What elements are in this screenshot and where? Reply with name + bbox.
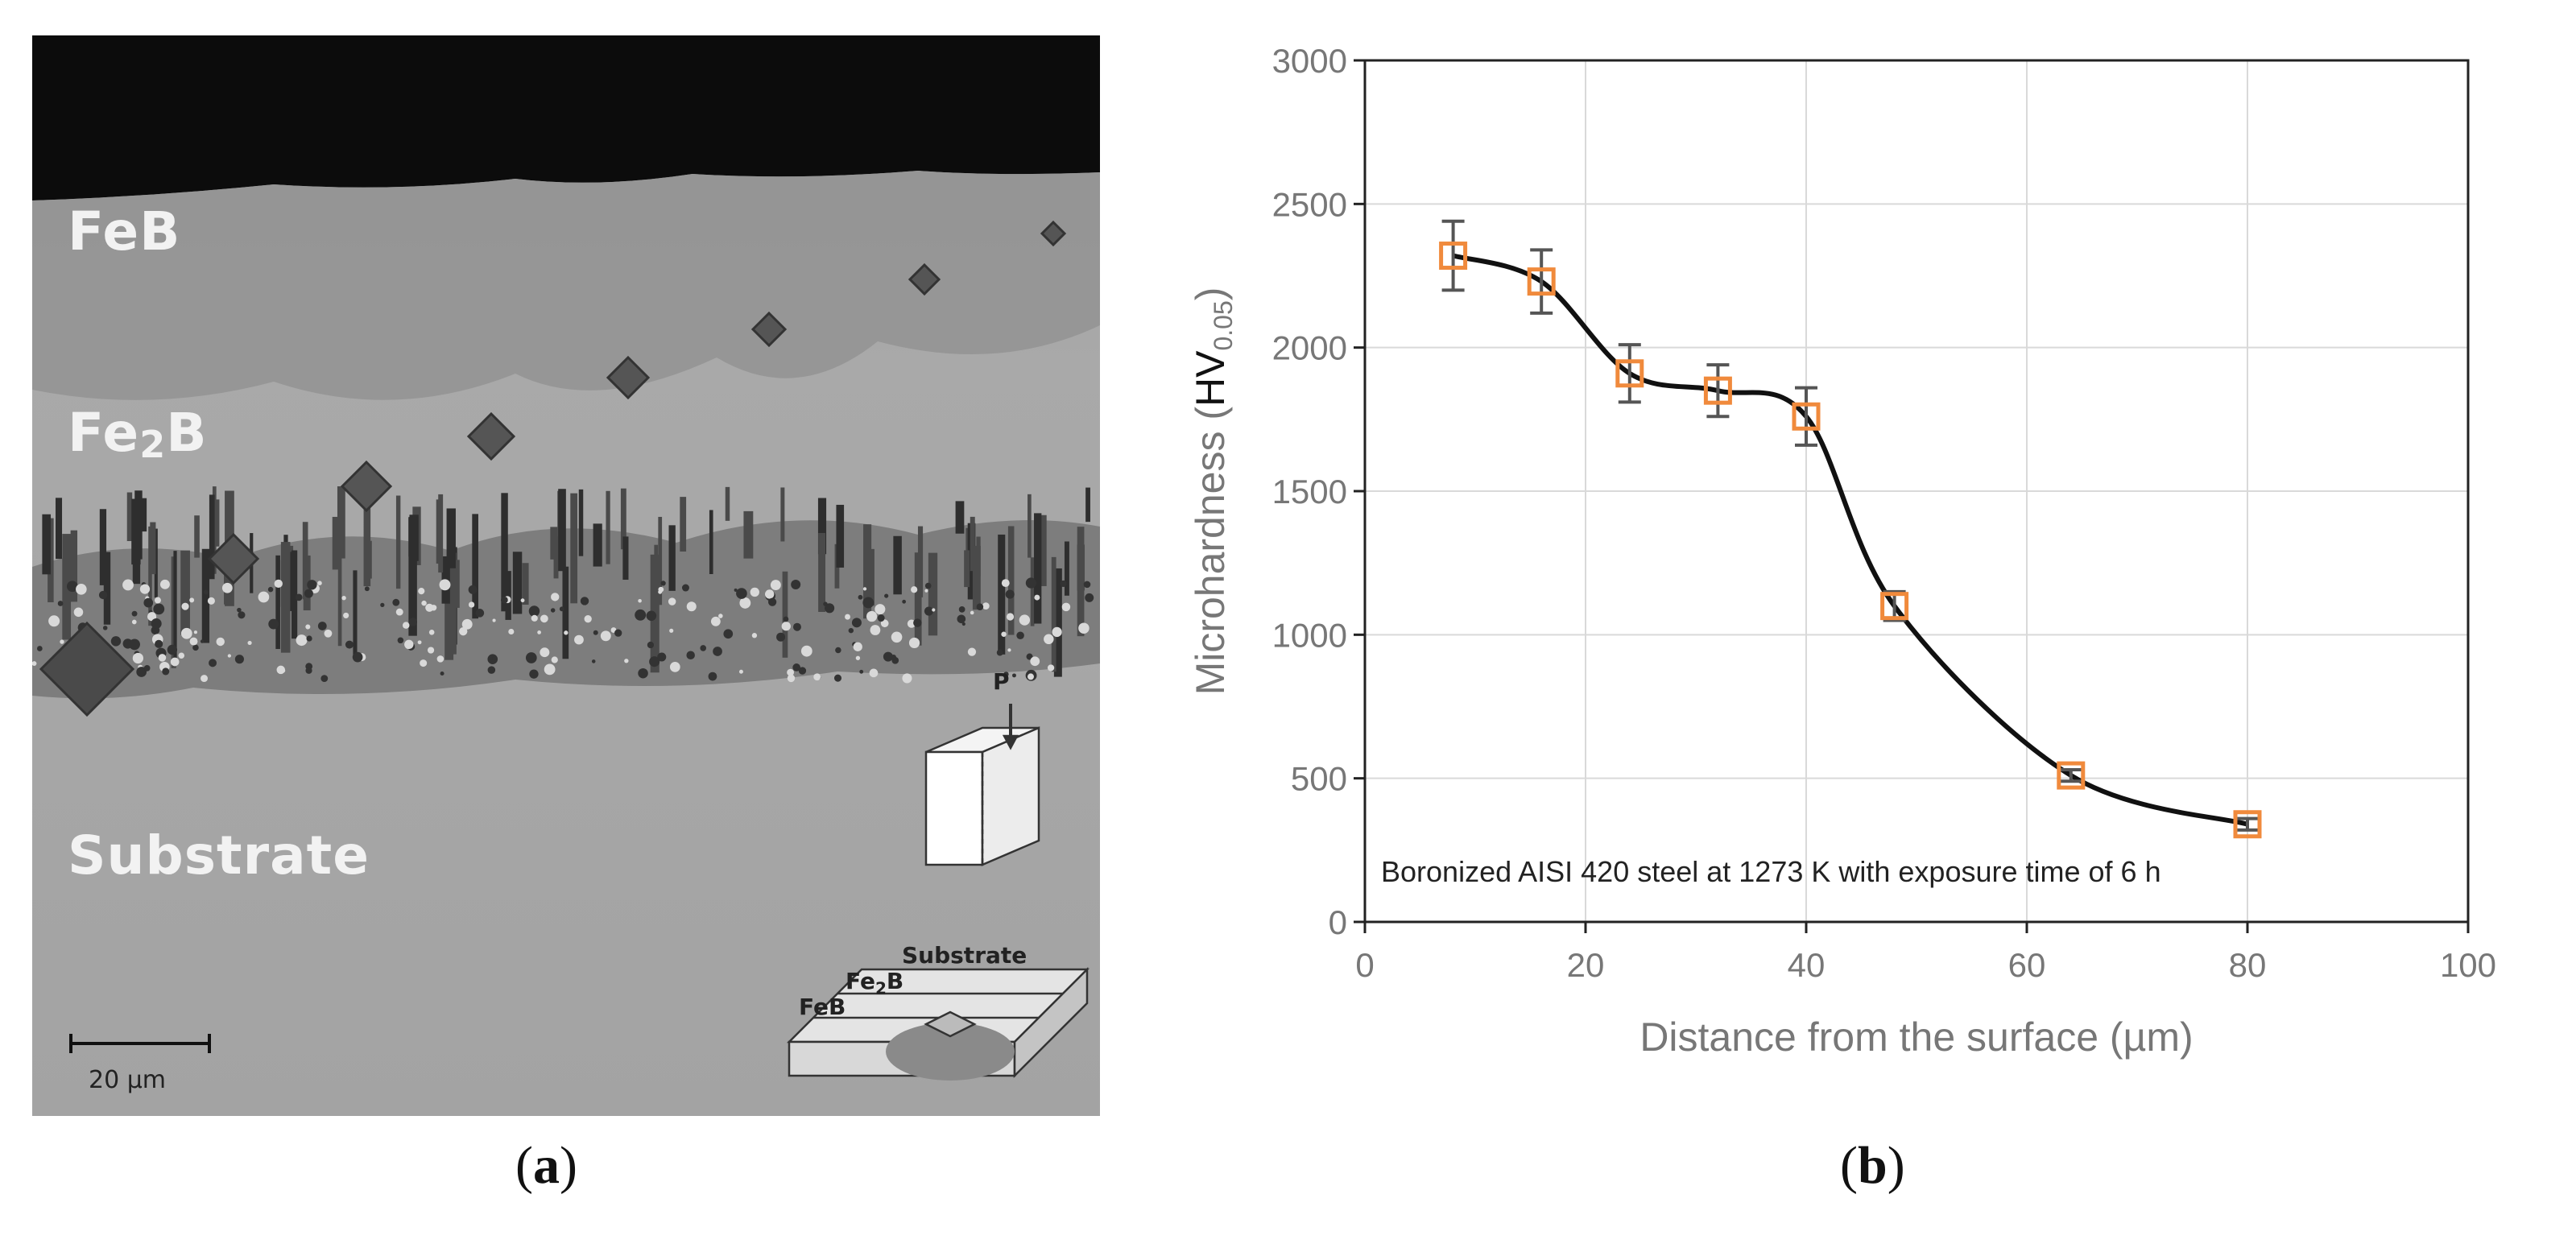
data-point xyxy=(1615,359,1644,388)
error-bar xyxy=(2059,767,2082,783)
diagram-fe2b-label: Fe2B xyxy=(846,968,904,998)
x-tick-labels: 0 20 40 60 80 100 xyxy=(1355,946,2496,984)
y-tick-label: 1500 xyxy=(1272,473,1347,510)
caption-b: (b) xyxy=(1840,1136,1905,1195)
chart-grid xyxy=(1364,60,2469,923)
x-tick-label: 80 xyxy=(2229,946,2267,984)
x-axis-title: Distance from the surface (µm) xyxy=(1639,1015,2193,1060)
data-point xyxy=(2233,810,2262,839)
data-point xyxy=(1703,376,1732,405)
y-tick-label: 3000 xyxy=(1272,42,1347,80)
indent-6 xyxy=(340,460,393,513)
x-tick-label: 40 xyxy=(1788,946,1826,984)
indent-1 xyxy=(1040,220,1067,247)
y-tick-label: 2000 xyxy=(1272,329,1347,367)
error-bar xyxy=(1795,386,1817,447)
data-point xyxy=(1527,267,1556,296)
error-bar xyxy=(1530,248,1553,315)
x-tick-label: 20 xyxy=(1567,946,1605,984)
caption-a: (a) xyxy=(515,1136,577,1195)
diagram-load-label: P xyxy=(993,668,1010,695)
y-tick-labels: 0 500 1000 1500 2000 2500 3000 xyxy=(1272,42,1347,941)
y-tick-label: 0 xyxy=(1329,903,1347,941)
scale-bar xyxy=(69,1034,211,1053)
mounting-resin xyxy=(32,35,1100,200)
error-bar xyxy=(1706,363,1730,419)
substrate-label: Substrate xyxy=(68,824,370,886)
error-bar xyxy=(2236,816,2259,832)
y-axis-title: Microhardness (HV0.05) xyxy=(1188,287,1238,696)
diagram-substrate-label: Substrate xyxy=(902,942,1028,969)
indent-8 xyxy=(39,621,135,717)
y-tick-label: 2500 xyxy=(1272,185,1347,223)
error-bar xyxy=(1618,343,1641,404)
indentation-schematic xyxy=(786,704,1090,1081)
diagram-feb-label: FeB xyxy=(799,994,846,1020)
error-bar xyxy=(1883,589,1906,622)
indent-5 xyxy=(466,411,516,461)
indent-7 xyxy=(207,532,260,585)
y-tick-label: 500 xyxy=(1291,760,1347,798)
micrograph-panel: FeB Fe2B Substrate 20 µm P Substrate Fe2… xyxy=(32,35,1100,1116)
data-point xyxy=(1439,242,1468,271)
tick-marks xyxy=(1354,59,2470,933)
micrograph-image xyxy=(32,35,1100,1116)
error-bar xyxy=(1441,219,1465,292)
feb-layer xyxy=(32,171,1100,400)
chart-annotation: Boronized AISI 420 steel at 1273 K with … xyxy=(1381,855,2161,888)
data-point xyxy=(1880,592,1909,621)
error-bars xyxy=(1441,219,2259,832)
data-point xyxy=(2057,761,2086,790)
indent-3 xyxy=(750,311,788,348)
microhardness-chart: 0 500 1000 1500 2000 2500 3000 0 20 40 60 80 100 Bo… xyxy=(1188,42,2496,1060)
x-tick-label: 100 xyxy=(2440,946,2496,984)
scale-bar-label: 20 µm xyxy=(89,1066,167,1094)
series-line xyxy=(1452,253,2248,827)
data-point xyxy=(1792,402,1821,431)
x-tick-label: 60 xyxy=(2008,946,2046,984)
feb-label: FeB xyxy=(68,200,181,262)
y-tick-label: 1000 xyxy=(1272,616,1347,654)
fe2b-label: Fe2B xyxy=(68,402,208,466)
data-markers xyxy=(1439,242,2262,839)
indent-4 xyxy=(606,355,651,400)
indent-2 xyxy=(908,262,941,296)
x-tick-label: 0 xyxy=(1355,946,1374,984)
